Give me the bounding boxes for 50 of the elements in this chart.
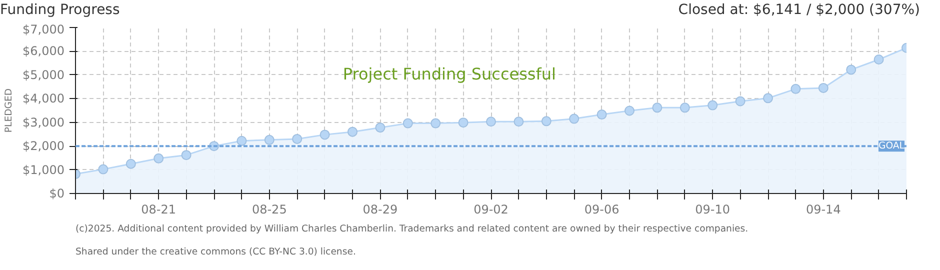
point <box>790 84 801 94</box>
point <box>181 150 192 160</box>
point <box>596 110 607 120</box>
point <box>735 96 746 106</box>
y-tick-label: $1,000 <box>22 162 65 177</box>
point <box>126 158 136 169</box>
point <box>763 93 773 104</box>
y-tick-label: $0 <box>49 186 65 200</box>
point <box>708 100 718 110</box>
y-tick-label: $6,000 <box>22 44 65 58</box>
chart-subtitle: Closed at: $6,141 / $2,000 (307%) <box>678 1 920 20</box>
annotation: Project Funding Successful <box>342 64 556 84</box>
y-tick-label: $7,000 <box>22 22 65 36</box>
point <box>569 114 580 124</box>
point <box>624 106 634 116</box>
point <box>375 122 386 133</box>
point <box>874 54 884 65</box>
point <box>846 64 856 75</box>
point <box>541 116 552 126</box>
point <box>514 116 524 127</box>
x-tick-label: 09-06 <box>584 202 620 216</box>
point <box>264 134 274 145</box>
x-tick-label: 09-14 <box>806 202 841 216</box>
point <box>402 118 413 128</box>
y-tick-label: $3,000 <box>22 115 65 130</box>
point <box>486 116 496 127</box>
y-tick-label: $4,000 <box>22 92 65 106</box>
x-tick-label: 08-21 <box>141 202 176 216</box>
text: Shared under the creative commons (CC BY-NC 3.0) license. <box>76 246 356 258</box>
text: (c)2025. Additional content provided by William Charles Chamberlin. Trademarks and related content are owned by their respective companies. <box>76 224 748 234</box>
x-tick-label: 08-25 <box>252 202 287 216</box>
point <box>652 102 662 113</box>
x-tick-label: 09-10 <box>695 202 730 216</box>
y-axis-title: PLEDGED <box>4 88 15 133</box>
x-tick-label: 09-02 <box>474 202 508 216</box>
point <box>430 118 441 128</box>
point <box>818 82 828 93</box>
y-tick-label: $2,000 <box>22 139 65 154</box>
x-tick-label: 08-29 <box>362 202 398 216</box>
point <box>236 136 247 146</box>
point <box>320 130 330 140</box>
chart-title: Funding Progress <box>0 1 120 20</box>
point <box>292 134 302 144</box>
point <box>154 153 164 164</box>
y-tick-label: $5,000 <box>22 68 65 82</box>
point <box>458 118 468 128</box>
point <box>348 126 358 137</box>
point <box>98 164 108 174</box>
point <box>680 102 690 113</box>
ref-line-label: GOAL <box>878 140 906 152</box>
